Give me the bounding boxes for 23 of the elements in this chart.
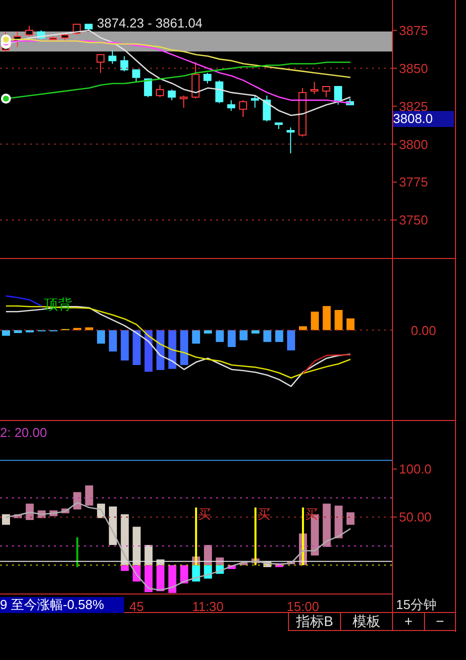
x-tick-label: 45 bbox=[129, 599, 144, 614]
text: + bbox=[392, 613, 424, 631]
y-tick-label: 3825 bbox=[399, 98, 428, 114]
text: 9 至今涨幅-0.58% bbox=[0, 597, 124, 613]
y-tick-label: 3775 bbox=[399, 174, 428, 190]
text: 模板 bbox=[340, 613, 392, 631]
y-tick-label: 3800 bbox=[399, 136, 428, 152]
data-label: 买 bbox=[198, 506, 212, 522]
text: 15分钟 bbox=[396, 597, 436, 613]
annotation: 2: 20.00 bbox=[0, 425, 47, 441]
ref-line-label: 0.00 bbox=[410, 323, 436, 338]
x-tick-label: 15:00 bbox=[286, 599, 320, 614]
text: 3808.0 bbox=[393, 111, 454, 127]
y-tick-label: 3850 bbox=[399, 60, 428, 76]
band-label: 3874.23 - 3861.04 bbox=[97, 16, 203, 31]
y-tick-label: 100.0 bbox=[399, 462, 432, 477]
x-tick-label: 11:30 bbox=[192, 599, 224, 614]
text: 指标B bbox=[288, 613, 340, 631]
y-tick-label: 50.00 bbox=[399, 510, 432, 525]
y-tick-label: 3750 bbox=[399, 212, 428, 228]
data-label: 买 bbox=[257, 506, 270, 522]
text: − bbox=[424, 613, 455, 631]
y-tick-label: 3875 bbox=[399, 22, 428, 38]
